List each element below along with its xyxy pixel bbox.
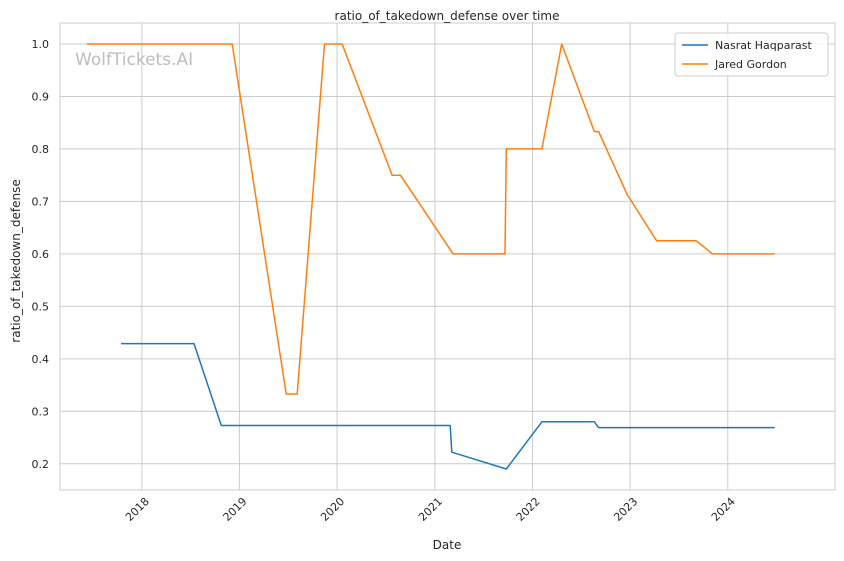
y-tick-label: 0.5: [32, 300, 50, 313]
x-tick-label: 2023: [611, 495, 640, 524]
y-tick-label: 0.6: [32, 248, 50, 261]
y-tick-label: 0.3: [32, 405, 50, 418]
y-tick-label: 0.7: [32, 195, 50, 208]
legend-box: [674, 32, 829, 77]
x-tick-label: 2019: [221, 495, 250, 524]
x-tick-label: 2021: [416, 495, 445, 524]
legend-label-jared-gordon: Jared Gordon: [714, 58, 787, 71]
x-tick-label: 2020: [318, 495, 347, 524]
y-tick-label: 0.9: [32, 90, 50, 103]
chart-title: ratio_of_takedown_defense over time: [335, 9, 560, 23]
x-axis-label: Date: [433, 538, 462, 552]
y-tick-label: 1.0: [32, 38, 50, 51]
y-tick-label: 0.2: [32, 458, 50, 471]
x-tick-label: 2024: [709, 495, 738, 524]
x-tick-label: 2022: [514, 495, 543, 524]
watermark: WolfTickets.AI: [75, 50, 193, 70]
series-line-nasrat-haqparast: [121, 342, 775, 470]
y-tick-label: 0.4: [32, 353, 50, 366]
plot-frame: [59, 22, 836, 491]
grid: [60, 23, 835, 490]
series-line-jared-gordon: [87, 43, 775, 395]
legend-label-nasrat-haqparast: Nasrat Haqparast: [715, 39, 812, 52]
series-lines: [87, 43, 775, 470]
legend: Nasrat Haqparast Jared Gordon: [674, 32, 829, 77]
y-axis: 0.2 0.3 0.4 0.5 0.6 0.7 0.8 0.9 1.0: [32, 38, 50, 471]
x-tick-label: 2018: [123, 495, 152, 524]
x-axis: 2018 2019 2020 2021 2022 2023 2024: [123, 495, 738, 524]
y-axis-label: ratio_of_takedown_defense: [9, 179, 23, 342]
y-tick-label: 0.8: [32, 143, 50, 156]
